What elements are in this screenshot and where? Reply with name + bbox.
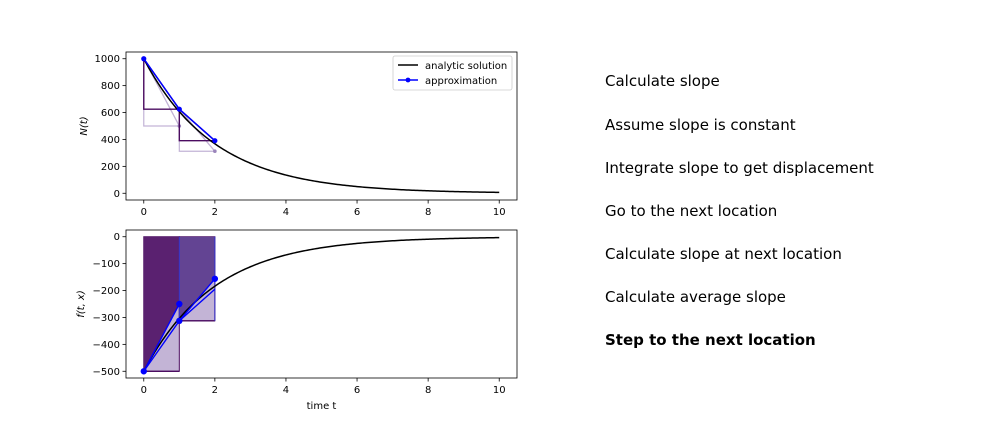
legend-frame (392, 55, 513, 91)
x-tick-label: 2 (212, 385, 218, 396)
x-tick-label: 10 (493, 385, 506, 396)
legend-analytic-label: analytic solution (425, 61, 507, 72)
slope-estimate-line (178, 278, 216, 322)
top-axes: 0 2 4 6 8 10 0 200 400 600 800 1000 N(t) analytic sol… (79, 51, 518, 218)
legend-approx-marker (405, 77, 411, 83)
step-slope-next-location: Calculate slope at next location (605, 245, 842, 263)
euler-point (213, 149, 217, 154)
legend: analytic solution approximation (392, 55, 513, 91)
x-tick-label: 6 (354, 385, 360, 396)
axes-frame (125, 229, 518, 379)
slope-point (176, 317, 183, 325)
y-tick-label: 600 (101, 108, 120, 119)
y-tick-label: 0 (114, 189, 120, 200)
step-average-slope: Calculate average slope (605, 288, 786, 306)
y-tick-label: 800 (101, 81, 120, 92)
integration-area-dark (143, 236, 180, 372)
step-next-location: Go to the next location (605, 202, 778, 220)
y-tick-label: −500 (93, 367, 120, 378)
integration-area-dark (179, 236, 215, 321)
y-tick-label: −400 (93, 340, 120, 351)
approximation-point (212, 138, 218, 144)
y-tick-label: 200 (101, 162, 120, 173)
x-tick-label: 6 (354, 207, 360, 218)
approximation-point (141, 56, 147, 62)
x-tick-label: 0 (141, 385, 147, 396)
step-integrate-slope: Integrate slope to get displacement (605, 159, 874, 177)
y-tick-label: 400 (101, 135, 120, 146)
x-tick-label: 0 (141, 207, 147, 218)
step-step-next-location: Step to the next location (605, 331, 816, 349)
x-tick-label: 4 (283, 385, 289, 396)
slope-function-line (143, 236, 500, 372)
x-tick-label: 8 (425, 207, 431, 218)
y-axis-label: N(t) (79, 116, 90, 135)
approximation-point (176, 106, 182, 112)
bottom-axes: 0 2 4 6 8 10 0 −100 −200 −300 −400 −500 f(t, x) time … (76, 229, 518, 412)
y-tick-label: −200 (93, 286, 120, 297)
step-assume-constant: Assume slope is constant (605, 116, 796, 134)
axes-frame (125, 51, 518, 201)
y-tick-label: −300 (93, 313, 120, 324)
x-tick-label: 10 (493, 207, 506, 218)
slope-point (211, 275, 219, 282)
y-tick-label: 0 (114, 232, 120, 243)
x-tick-label: 8 (425, 385, 431, 396)
x-tick-label: 4 (283, 207, 289, 218)
analytic-solution-line (143, 58, 500, 194)
y-axis-label: f(t, x) (76, 290, 87, 318)
slope-point (176, 300, 183, 308)
y-tick-label: 1000 (95, 54, 120, 65)
slope-point (140, 368, 147, 375)
x-axis-label: time t (307, 401, 337, 412)
slope-estimate-line (143, 303, 180, 372)
step-calculate-slope: Calculate slope (605, 72, 720, 90)
legend-approx-label: approximation (425, 76, 497, 87)
x-tick-label: 2 (212, 207, 218, 218)
y-tick-label: −100 (93, 259, 120, 270)
